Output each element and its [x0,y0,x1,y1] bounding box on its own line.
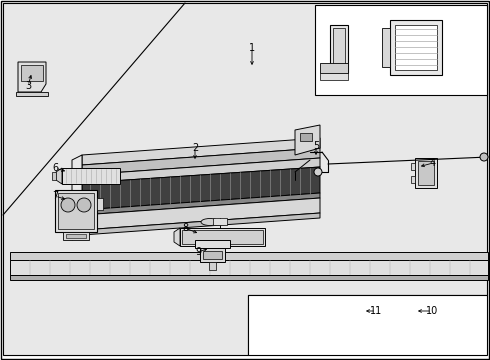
Polygon shape [63,232,89,240]
Polygon shape [16,92,48,96]
Polygon shape [390,20,442,75]
Bar [203,251,222,259]
Polygon shape [18,62,46,92]
Polygon shape [72,155,82,240]
Polygon shape [82,158,320,183]
Polygon shape [62,168,120,184]
Polygon shape [411,163,415,170]
Ellipse shape [201,219,219,225]
Text: 7: 7 [52,191,58,201]
Polygon shape [320,73,348,80]
Bar [66,234,86,238]
Polygon shape [411,176,415,183]
Text: 10: 10 [426,306,438,316]
Polygon shape [82,193,320,215]
Bar [315,5,487,95]
Text: 5: 5 [313,141,319,151]
Polygon shape [382,28,390,67]
Polygon shape [320,63,348,73]
Bar [418,161,434,185]
Polygon shape [180,228,265,246]
Bar [58,193,94,229]
Text: 3: 3 [25,81,31,91]
Circle shape [480,153,488,161]
Text: 9: 9 [195,247,201,257]
Bar [333,28,345,70]
Text: 8: 8 [182,223,188,233]
Text: 6: 6 [52,163,58,173]
Polygon shape [174,228,180,246]
Bar [52,172,56,180]
Polygon shape [82,148,320,175]
Polygon shape [195,240,230,248]
Text: 4: 4 [430,158,436,168]
Polygon shape [97,198,103,210]
Bar [395,25,437,70]
Bar [248,295,487,355]
Polygon shape [82,213,320,235]
Circle shape [77,198,91,212]
Polygon shape [10,260,488,275]
Circle shape [314,168,322,176]
Polygon shape [10,252,488,260]
Polygon shape [56,168,62,184]
Polygon shape [82,198,320,230]
Bar [213,218,227,225]
Text: 11: 11 [370,306,382,316]
Polygon shape [3,3,487,355]
Polygon shape [200,248,225,262]
Polygon shape [82,138,320,165]
Polygon shape [295,125,320,155]
Polygon shape [330,25,348,73]
Polygon shape [209,262,216,270]
Polygon shape [82,167,320,210]
Polygon shape [415,158,437,188]
Bar [300,133,312,141]
Circle shape [61,198,75,212]
Polygon shape [10,275,488,280]
Bar [21,65,43,81]
Text: 1: 1 [249,43,255,53]
Text: 2: 2 [192,143,198,153]
Bar [182,230,263,244]
Polygon shape [55,190,97,232]
